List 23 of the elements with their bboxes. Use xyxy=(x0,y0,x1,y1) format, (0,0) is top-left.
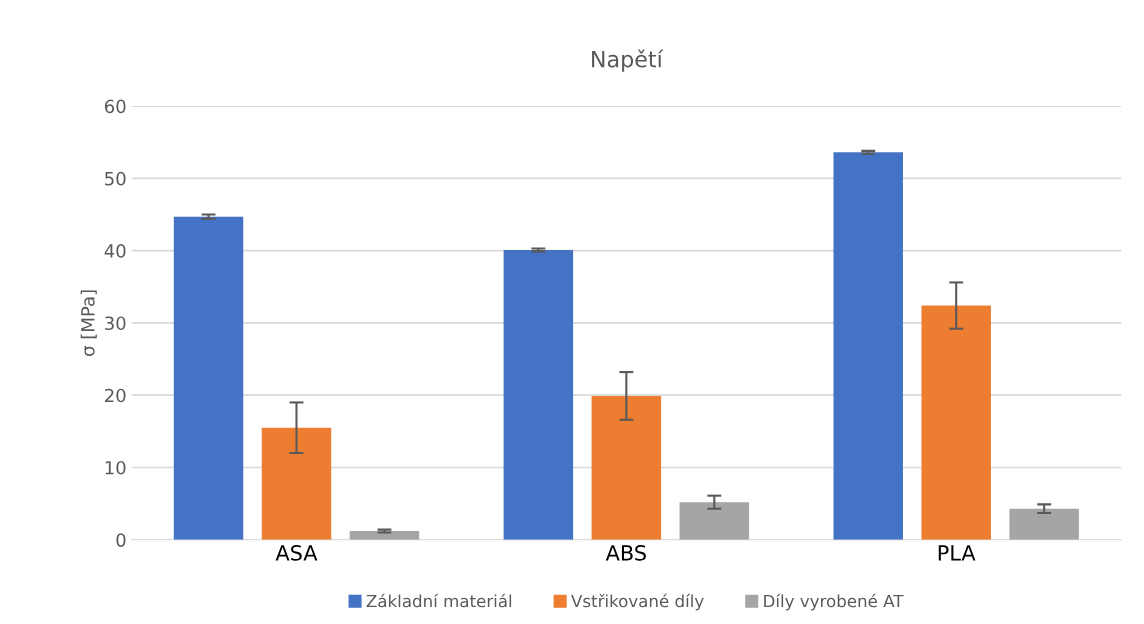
chart-title: Napětí xyxy=(592,49,664,72)
bar xyxy=(591,395,662,540)
x-tick-label: PLA xyxy=(938,545,976,561)
x-tick-label: ABS xyxy=(605,544,646,561)
bar xyxy=(679,502,750,540)
x-tick-label: ASA xyxy=(275,544,318,561)
y-tick-label: 20 xyxy=(105,388,126,403)
bar xyxy=(921,305,991,540)
y-tick-label: 50 xyxy=(105,171,126,186)
y-tick-label: 0 xyxy=(116,533,126,547)
bar xyxy=(503,249,574,540)
y-axis-title: σ [MPa] xyxy=(80,290,97,356)
legend-label: Díly vyrobené AT xyxy=(764,593,904,611)
legend-label: Vstřikované díly xyxy=(571,593,704,611)
bar xyxy=(1009,508,1079,540)
y-tick-label: 40 xyxy=(104,244,126,258)
y-tick-label: 60 xyxy=(104,99,126,114)
bar xyxy=(173,216,244,540)
legend-label: Základní materiál xyxy=(366,593,512,608)
y-tick-label: 30 xyxy=(105,316,126,331)
bar xyxy=(261,427,332,540)
bar xyxy=(833,152,903,540)
y-tick-label: 10 xyxy=(105,460,126,475)
